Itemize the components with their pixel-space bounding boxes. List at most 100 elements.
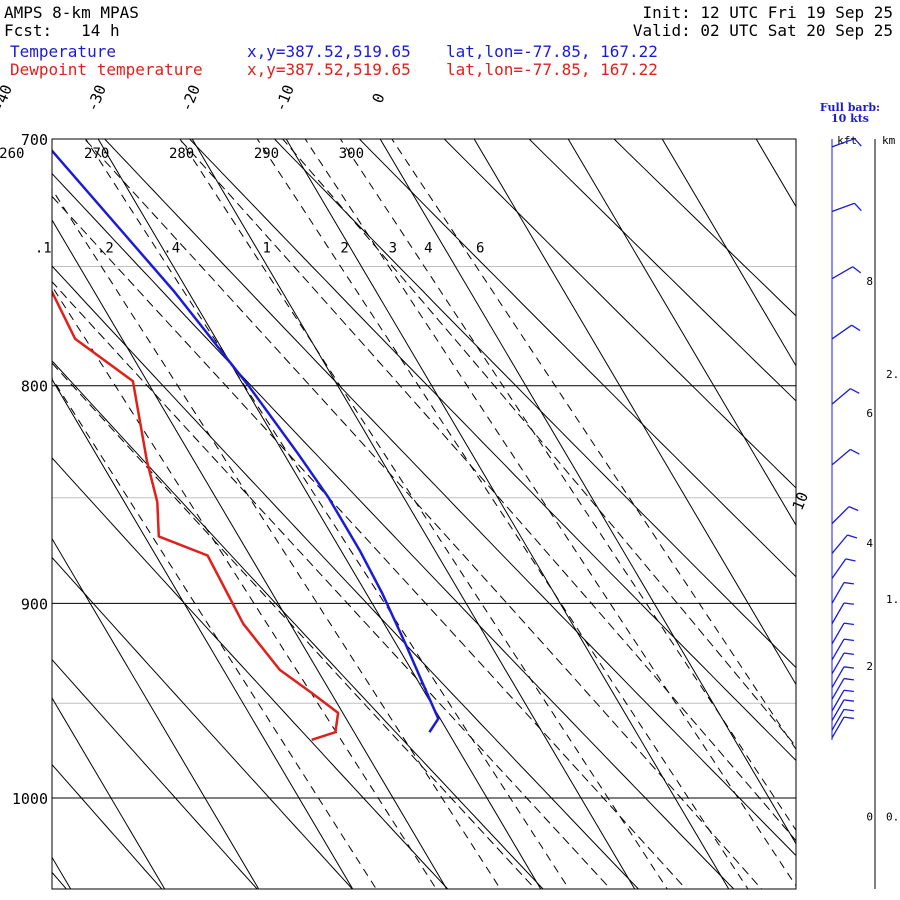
wind-barb-staff bbox=[831, 716, 845, 739]
pressure-label-1000: 1000 bbox=[12, 790, 48, 808]
dry-adiabat-190 bbox=[52, 871, 68, 889]
legend-dewpoint-xy: x,y=387.52,519.65 bbox=[247, 60, 411, 79]
wind-barb-flag bbox=[843, 622, 854, 626]
mixing-ratio-2 bbox=[256, 139, 749, 889]
dry-adiabat-290 bbox=[273, 139, 796, 669]
wind-barb bbox=[831, 689, 854, 712]
wind-barb bbox=[831, 638, 854, 661]
dry-adiabat-280 bbox=[188, 139, 796, 762]
dewpoint-trace bbox=[52, 289, 340, 741]
isotherm-30 bbox=[661, 139, 796, 367]
barb-legend-line1: Full barb: bbox=[819, 101, 881, 114]
theta-label-260: 260 bbox=[0, 146, 24, 162]
wind-barb bbox=[831, 506, 859, 525]
isotherm--70 bbox=[52, 697, 166, 889]
isotherm-0 bbox=[379, 139, 796, 845]
wind-barb bbox=[831, 448, 860, 466]
moist-adiabat--14 bbox=[52, 195, 687, 889]
dry-adiabat-270 bbox=[104, 139, 796, 857]
wind-barb bbox=[831, 716, 854, 739]
init-time: Init: 12 UTC Fri 19 Sep 25 bbox=[642, 3, 893, 22]
isotherm-label-0: 0 bbox=[369, 91, 389, 106]
wind-barb-staff bbox=[831, 652, 845, 675]
isotherm-label-extra: 10 bbox=[789, 489, 812, 512]
dry-adiabat-310 bbox=[443, 139, 796, 489]
dry-adiabat-260 bbox=[52, 172, 735, 889]
theta-label-280: 280 bbox=[169, 146, 194, 162]
wind-barb bbox=[831, 677, 854, 700]
dry-adiabat-200 bbox=[52, 763, 163, 889]
dry-adiabat-240 bbox=[52, 360, 544, 889]
wind-barb bbox=[831, 602, 854, 625]
wind-barb-flag bbox=[843, 716, 854, 720]
wind-barb-flag bbox=[845, 558, 856, 562]
isotherm--30 bbox=[97, 139, 542, 889]
wind-barb bbox=[831, 202, 862, 213]
wind-barb-flag bbox=[843, 602, 854, 605]
mixing-ratio-1 bbox=[179, 139, 668, 889]
mixing-ratio-label-.4: .4 bbox=[163, 240, 180, 256]
isotherm--60 bbox=[52, 537, 260, 889]
legend-temperature-xy: x,y=387.52,519.65 bbox=[247, 42, 411, 61]
wind-barb-staff bbox=[831, 448, 851, 466]
isotherm-label--20: -20 bbox=[177, 82, 204, 114]
kft-tick-6: 6 bbox=[866, 407, 873, 420]
moist-adiabat--6 bbox=[84, 139, 763, 889]
moist-adiabat-2 bbox=[178, 139, 796, 842]
legend-dewpoint-latlon: lat,lon=-77.85, 167.22 bbox=[446, 60, 658, 79]
km-tick-1.: 1. bbox=[886, 593, 899, 606]
wind-barb-staff bbox=[831, 558, 847, 579]
wind-barb bbox=[831, 388, 860, 405]
temperature-trace bbox=[52, 148, 440, 733]
kft-tick-2: 2 bbox=[866, 660, 873, 673]
valid-time: Valid: 02 UTC Sat 20 Sep 25 bbox=[632, 21, 893, 40]
mixing-ratio-4 bbox=[339, 139, 796, 832]
mixing-ratio-label-1: 1 bbox=[262, 240, 270, 256]
wind-barb-flag bbox=[847, 534, 858, 539]
moist-adiabat-10 bbox=[282, 139, 796, 748]
mixing-ratio-0.1 bbox=[52, 285, 437, 889]
mixing-ratio-label-4: 4 bbox=[424, 240, 432, 256]
wind-barb-staff bbox=[831, 622, 845, 645]
wind-barb-staff bbox=[831, 689, 845, 712]
isotherm-20 bbox=[567, 139, 796, 527]
dry-adiabat-320 bbox=[528, 139, 796, 402]
kft-label: kft bbox=[837, 134, 857, 147]
legend-temperature-latlon: lat,lon=-77.85, 167.22 bbox=[446, 42, 658, 61]
wind-barb-flag bbox=[851, 324, 861, 332]
wind-barb-flag bbox=[850, 448, 860, 455]
wind-barb-flag bbox=[852, 266, 862, 274]
wind-barb bbox=[831, 622, 854, 645]
wind-barb bbox=[831, 652, 854, 675]
side-panel: kft km 8 6 4 2 0 2. 1. 0. bbox=[831, 134, 899, 889]
wind-barb-staff bbox=[831, 388, 851, 405]
model-title: AMPS 8-km MPAS bbox=[4, 3, 139, 22]
wind-barb-staff bbox=[831, 506, 850, 525]
mixing-ratio-label-.2: .2 bbox=[97, 240, 114, 256]
kft-tick-8: 8 bbox=[866, 275, 873, 288]
dry-adiabat-230 bbox=[52, 457, 449, 889]
wind-barb-staff bbox=[831, 678, 845, 700]
wind-barb-staff bbox=[831, 638, 845, 661]
theta-label-300: 300 bbox=[339, 146, 364, 162]
plot-frame bbox=[51, 138, 797, 890]
wind-barb bbox=[831, 666, 854, 688]
wind-barb-flag bbox=[843, 708, 854, 712]
isotherm--50 bbox=[52, 378, 354, 889]
pressure-label-800: 800 bbox=[21, 378, 48, 396]
mixing-ratio-label-6: 6 bbox=[476, 240, 484, 256]
wind-barb-flag bbox=[848, 506, 859, 512]
label-layer: 7008009001000-70-60-50-40-30-20-10022023… bbox=[0, 82, 812, 808]
wind-barb-flag bbox=[843, 638, 854, 642]
legend-temperature-name: Temperature bbox=[10, 42, 116, 61]
legend-dewpoint-name: Dewpoint temperature bbox=[10, 60, 203, 79]
pressure-label-700: 700 bbox=[21, 131, 48, 149]
wind-barb-flag bbox=[843, 652, 854, 655]
isotherm--10 bbox=[285, 139, 730, 889]
wind-barb bbox=[831, 558, 856, 579]
isotherm-10 bbox=[473, 139, 796, 686]
isotherm-label--10: -10 bbox=[271, 82, 298, 114]
wind-barb-flag bbox=[850, 388, 860, 394]
wind-barb bbox=[831, 266, 862, 280]
wind-barb-staff bbox=[831, 534, 848, 554]
